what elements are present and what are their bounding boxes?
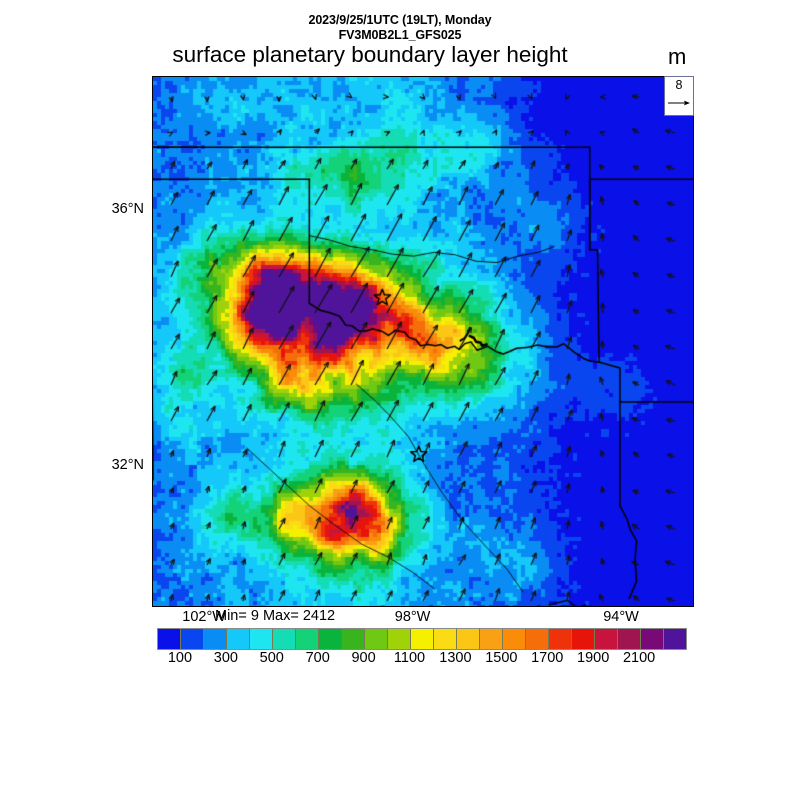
colorbar-swatch xyxy=(227,629,250,649)
colorbar-swatch xyxy=(273,629,296,649)
units-label: m xyxy=(668,44,687,69)
axis-label-lon-98: 98°W xyxy=(394,609,431,625)
colorbar-tick-label: 2100 xyxy=(622,650,656,666)
colorbar-swatch xyxy=(204,629,227,649)
page-title: surface planetary boundary layer height xyxy=(172,42,568,67)
colorbar-tick-label: 900 xyxy=(351,650,376,666)
axis-label-lat-32: 32°N xyxy=(111,457,144,474)
colorbar-tick-label: 1900 xyxy=(577,650,610,666)
colorbar-swatch xyxy=(434,629,457,649)
colorbar-swatch xyxy=(618,629,641,649)
colorbar-swatch xyxy=(158,629,181,649)
colorbar-tick-label: 700 xyxy=(305,650,330,666)
colorbar-swatch xyxy=(549,629,572,649)
colorbar-tick-label: 1300 xyxy=(439,650,472,666)
colorbar-tick-label: 500 xyxy=(259,650,284,666)
map-plot-area[interactable] xyxy=(152,76,694,607)
axis-label-lat-36: 36°N xyxy=(111,201,144,218)
colorbar-swatch xyxy=(411,629,434,649)
axis-label-lon-102: 102°W xyxy=(182,609,226,625)
figure-timestamp: 2023/9/25/1UTC (19LT), Monday xyxy=(308,13,492,27)
colorbar-swatch xyxy=(296,629,319,649)
min-max-stats-label: Min= 9 Max= 2412 xyxy=(215,608,336,624)
wind-vector-legend-value: 8 xyxy=(675,78,683,92)
colorbar-swatch xyxy=(365,629,388,649)
colorbar-swatch xyxy=(457,629,480,649)
colorbar-swatch xyxy=(181,629,204,649)
colorbar-swatch xyxy=(388,629,411,649)
colorbar-swatch xyxy=(480,629,503,649)
wind-vector-legend: 8 xyxy=(664,76,694,116)
colorbar-swatch xyxy=(526,629,549,649)
colorbar-tick-label: 1100 xyxy=(393,650,426,666)
wind-vector-arrow-icon xyxy=(668,100,690,106)
colorbar-swatch xyxy=(503,629,526,649)
axis-label-lon-94: 94°W xyxy=(603,609,639,625)
colorbar-swatch xyxy=(595,629,618,649)
colorbar-tick-label: 300 xyxy=(213,650,238,666)
figure-model-id: FV3M0B2L1_GFS025 xyxy=(338,28,462,42)
colorbar-swatch xyxy=(572,629,595,649)
colorbar-tick-label: 100 xyxy=(167,650,193,666)
colorbar-tick-labels: 100 300 500 700 900 1100 1300 1500 1700 1900 2100 xyxy=(157,650,685,670)
colorbar-tick-label: 1500 xyxy=(485,650,518,666)
colorbar[interactable] xyxy=(157,628,687,650)
colorbar-swatch xyxy=(664,629,686,649)
colorbar-swatch xyxy=(342,629,365,649)
pbl-height-heatmap xyxy=(153,77,693,606)
colorbar-tick-label: 1700 xyxy=(531,650,564,666)
colorbar-swatch xyxy=(641,629,664,649)
colorbar-swatch xyxy=(250,629,273,649)
colorbar-swatch xyxy=(319,629,342,649)
